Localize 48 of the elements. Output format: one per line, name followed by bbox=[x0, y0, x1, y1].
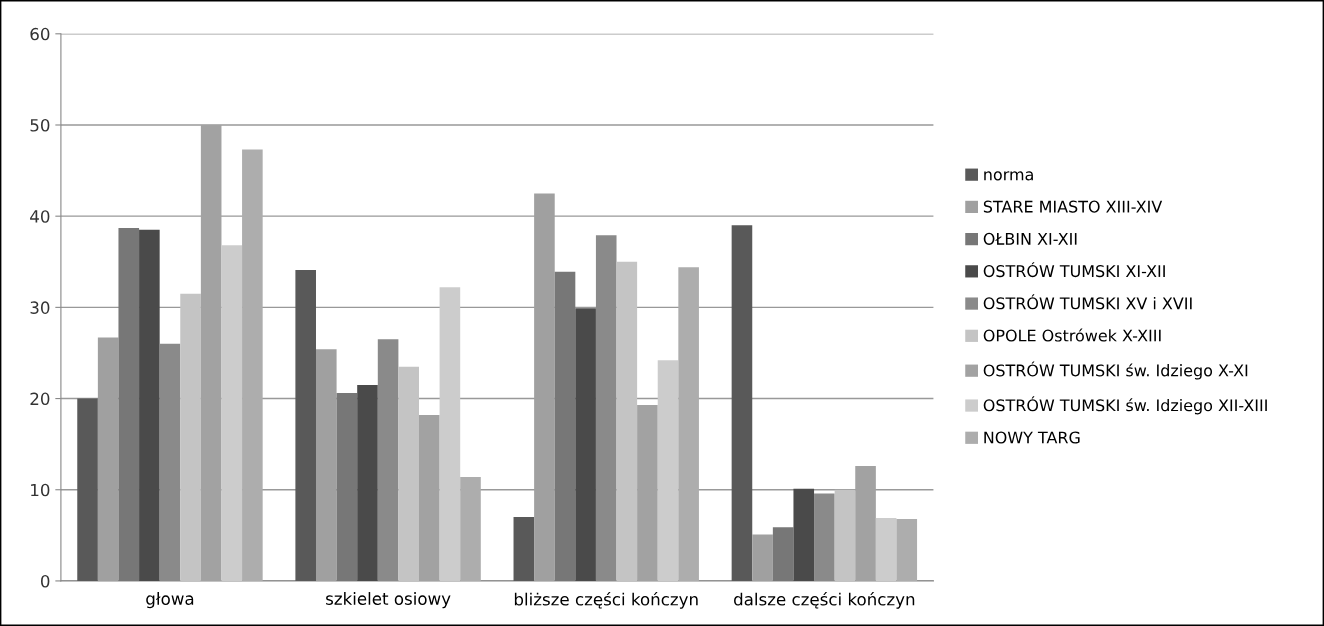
bar bbox=[637, 404, 658, 581]
x-tick-label: dalsze części kończyn bbox=[734, 592, 915, 609]
bar bbox=[118, 228, 140, 581]
bar bbox=[875, 518, 897, 581]
bar bbox=[77, 398, 98, 581]
bar bbox=[315, 349, 337, 581]
y-tick-label: 40 bbox=[30, 210, 50, 223]
y-tick-label: 60 bbox=[30, 27, 50, 41]
bar bbox=[793, 488, 815, 581]
legend-label: OSTRÓW TUMSKI św. Idziego X-XI bbox=[983, 361, 1248, 380]
legend-label: norma bbox=[984, 171, 1033, 181]
bar bbox=[834, 489, 856, 581]
bar bbox=[460, 476, 481, 581]
y-tick-label: 0 bbox=[40, 574, 50, 588]
bar bbox=[678, 267, 699, 581]
bar bbox=[896, 518, 918, 581]
legend-label: OŁBIN XI-XII bbox=[983, 232, 1077, 245]
y-tick-label: 50 bbox=[30, 118, 50, 132]
bar bbox=[295, 269, 316, 581]
bar bbox=[180, 293, 201, 581]
bar bbox=[657, 360, 679, 581]
legend-label: OSTRÓW TUMSKI św. Idziego XII-XIII bbox=[983, 396, 1267, 415]
bar bbox=[554, 271, 576, 581]
bar bbox=[439, 287, 461, 581]
bar bbox=[616, 261, 638, 581]
x-tick-label: bliższe części kończyn bbox=[514, 592, 698, 609]
bar bbox=[772, 527, 794, 581]
y-tick-label: 10 bbox=[31, 483, 50, 497]
legend-label: OSTRÓW TUMSKI XV i XVII bbox=[983, 294, 1192, 310]
legend-label: OSTRÓW TUMSKI XI-XII bbox=[983, 262, 1165, 278]
legend-label: OPOLE Ostrówek X-XIII bbox=[983, 328, 1161, 342]
bar bbox=[752, 534, 773, 581]
bar bbox=[513, 517, 535, 581]
bar bbox=[221, 245, 243, 581]
bar bbox=[336, 393, 358, 581]
bar bbox=[419, 414, 440, 581]
bar bbox=[139, 229, 160, 581]
bar bbox=[575, 308, 596, 581]
bar bbox=[242, 149, 263, 581]
bar bbox=[731, 225, 753, 581]
legend-label: STARE MIASTO XIII-XIV bbox=[983, 200, 1163, 213]
y-tick-label: 30 bbox=[30, 301, 50, 314]
bar bbox=[398, 366, 419, 581]
x-tick-label: głowa bbox=[146, 592, 194, 609]
legend-label: NOWY TARG bbox=[984, 431, 1080, 444]
bar bbox=[357, 384, 378, 581]
x-tick-label: szkielet osiowy bbox=[326, 592, 451, 609]
y-tick-label: 20 bbox=[30, 392, 50, 406]
